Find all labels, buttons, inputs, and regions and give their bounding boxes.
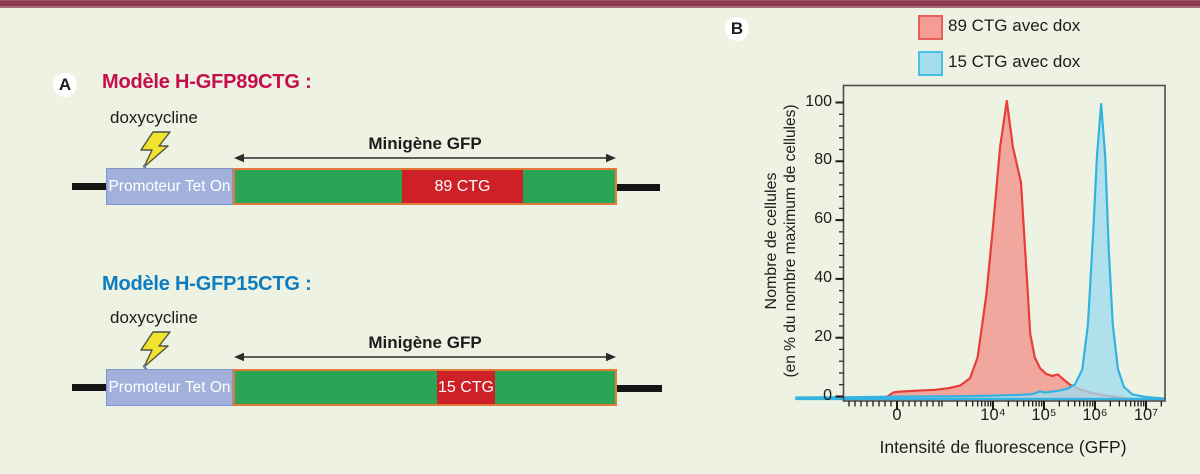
model2-doxycycline-label: doxycycline bbox=[110, 308, 198, 327]
dna-backbone-line bbox=[72, 384, 106, 391]
y-tick-label: 20 bbox=[814, 327, 832, 345]
x-tick-label: 10⁶ bbox=[1082, 406, 1108, 424]
model2-minigene-label: Minigène GFP bbox=[368, 333, 482, 352]
minigene-span-arrow bbox=[234, 352, 616, 362]
x-tick-label: 10⁷ bbox=[1133, 406, 1159, 424]
legend-label-89ctg: 89 CTG avec dox bbox=[948, 16, 1081, 35]
panel-a-label: A bbox=[53, 73, 77, 97]
dna-backbone-line bbox=[617, 385, 662, 392]
model1-minigene-label: Minigène GFP bbox=[368, 134, 482, 153]
model2-minigene-bar: 15 CTG bbox=[233, 369, 617, 406]
model1-title: Modèle H-GFP89CTG : bbox=[102, 71, 312, 93]
y-tick-label: 100 bbox=[805, 92, 832, 110]
dna-backbone-line bbox=[72, 183, 106, 190]
y-tick-label: 60 bbox=[814, 210, 832, 228]
y-tick-label: 80 bbox=[814, 151, 832, 169]
model1-ctg-insert: 89 CTG bbox=[402, 170, 523, 203]
y-tick-label: 40 bbox=[814, 268, 832, 286]
minigene-span-arrow bbox=[234, 153, 616, 163]
x-tick-label: 10⁵ bbox=[1031, 406, 1057, 424]
histogram-curve-1 bbox=[795, 102, 1166, 401]
x-tick-label: 0 bbox=[892, 406, 902, 424]
promoter-label: Promoteur Tet On bbox=[108, 378, 231, 396]
top-border-bar bbox=[0, 0, 1200, 8]
panel-b-label: B bbox=[725, 17, 749, 41]
model2-promoter-box: Promoteur Tet On bbox=[106, 369, 233, 406]
y-tick-label: 0 bbox=[823, 386, 832, 404]
legend-swatch-15ctg bbox=[918, 51, 943, 76]
dna-backbone-line bbox=[617, 184, 660, 191]
x-tick-label: 10⁴ bbox=[980, 406, 1006, 424]
legend-swatch-89ctg bbox=[918, 15, 943, 40]
ctg-insert-label: 89 CTG bbox=[434, 177, 491, 195]
model1-doxycycline-label: doxycycline bbox=[110, 108, 198, 127]
model1-promoter-box: Promoteur Tet On bbox=[106, 168, 233, 205]
ctg-insert-label: 15 CTG bbox=[437, 378, 494, 396]
legend-label-15ctg: 15 CTG avec dox bbox=[948, 52, 1081, 71]
x-axis-title: Intensité de fluorescence (GFP) bbox=[879, 437, 1127, 457]
model2-title: Modèle H-GFP15CTG : bbox=[102, 273, 312, 295]
promoter-label: Promoteur Tet On bbox=[108, 177, 231, 195]
model2-ctg-insert: 15 CTG bbox=[437, 371, 495, 404]
model1-minigene-bar: 89 CTG bbox=[233, 168, 617, 205]
